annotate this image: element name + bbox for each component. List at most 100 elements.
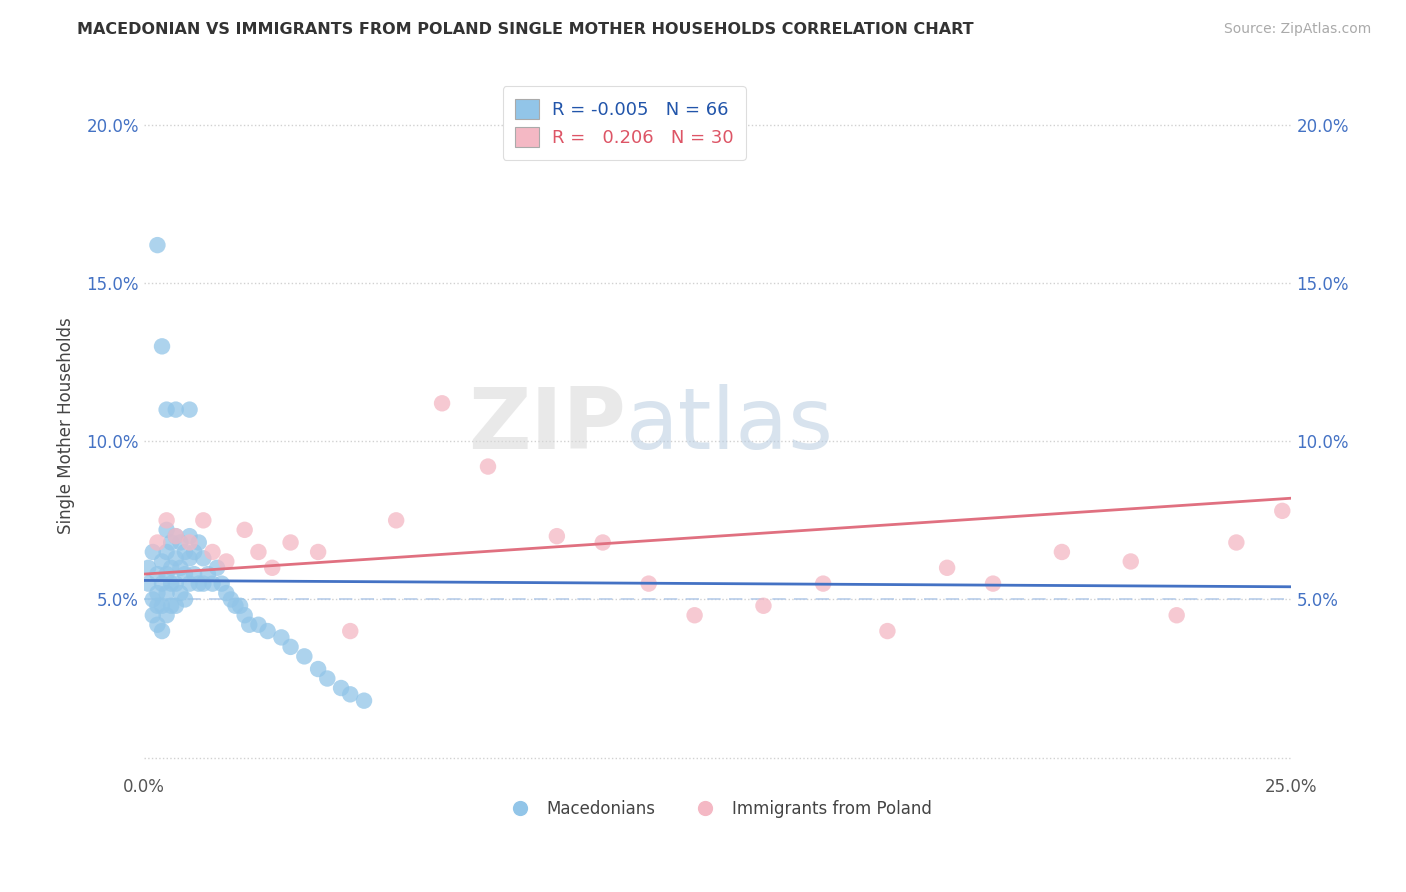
Point <box>160 576 183 591</box>
Point <box>150 624 173 638</box>
Point <box>146 238 169 252</box>
Point <box>165 551 187 566</box>
Point <box>197 567 219 582</box>
Point <box>637 576 659 591</box>
Point <box>193 576 215 591</box>
Point <box>155 567 177 582</box>
Point <box>683 608 706 623</box>
Point <box>981 576 1004 591</box>
Point <box>174 592 197 607</box>
Point <box>307 545 329 559</box>
Point <box>262 561 284 575</box>
Point <box>160 599 183 613</box>
Point <box>155 608 177 623</box>
Point <box>160 561 183 575</box>
Point <box>1050 545 1073 559</box>
Point <box>592 535 614 549</box>
Point <box>215 586 238 600</box>
Point <box>292 649 315 664</box>
Point <box>187 535 209 549</box>
Point <box>247 545 270 559</box>
Point <box>165 529 187 543</box>
Point <box>165 576 187 591</box>
Point <box>1119 554 1142 568</box>
Point <box>247 617 270 632</box>
Point <box>256 624 278 638</box>
Point <box>179 402 201 417</box>
Point <box>146 586 169 600</box>
Y-axis label: Single Mother Households: Single Mother Households <box>58 317 75 533</box>
Point <box>165 599 187 613</box>
Legend: Macedonians, Immigrants from Poland: Macedonians, Immigrants from Poland <box>496 793 939 824</box>
Point <box>179 576 201 591</box>
Point <box>136 576 159 591</box>
Point <box>233 523 256 537</box>
Point <box>219 592 242 607</box>
Point <box>339 624 361 638</box>
Text: ZIP: ZIP <box>468 384 626 467</box>
Point <box>211 576 233 591</box>
Text: MACEDONIAN VS IMMIGRANTS FROM POLAND SINGLE MOTHER HOUSEHOLDS CORRELATION CHART: MACEDONIAN VS IMMIGRANTS FROM POLAND SIN… <box>77 22 974 37</box>
Point <box>146 535 169 549</box>
Point <box>1166 608 1188 623</box>
Point <box>150 554 173 568</box>
Point <box>876 624 898 638</box>
Point <box>165 529 187 543</box>
Point <box>811 576 834 591</box>
Point <box>179 551 201 566</box>
Point <box>169 535 191 549</box>
Point <box>142 592 165 607</box>
Point <box>155 523 177 537</box>
Point <box>150 576 173 591</box>
Point <box>146 599 169 613</box>
Point <box>193 513 215 527</box>
Point <box>155 402 177 417</box>
Point <box>385 513 408 527</box>
Point <box>142 608 165 623</box>
Point <box>270 631 292 645</box>
Point <box>160 535 183 549</box>
Point <box>229 599 252 613</box>
Point <box>155 586 177 600</box>
Point <box>187 576 209 591</box>
Point <box>205 561 228 575</box>
Point <box>1271 504 1294 518</box>
Point <box>174 545 197 559</box>
Point <box>155 513 177 527</box>
Point <box>169 586 191 600</box>
Point <box>142 545 165 559</box>
Point <box>936 561 959 575</box>
Point <box>307 662 329 676</box>
Point <box>183 545 205 559</box>
Point <box>179 535 201 549</box>
Point <box>201 576 224 591</box>
Point <box>165 402 187 417</box>
Point <box>233 608 256 623</box>
Point <box>215 554 238 568</box>
Text: atlas: atlas <box>626 384 834 467</box>
Point <box>280 535 302 549</box>
Point <box>546 529 568 543</box>
Point <box>430 396 453 410</box>
Point <box>136 561 159 575</box>
Point <box>238 617 260 632</box>
Point <box>174 567 197 582</box>
Point <box>201 545 224 559</box>
Point <box>1225 535 1247 549</box>
Point <box>155 545 177 559</box>
Point <box>339 687 361 701</box>
Point <box>146 617 169 632</box>
Point <box>353 694 375 708</box>
Point <box>316 672 339 686</box>
Point <box>330 681 353 695</box>
Point <box>183 567 205 582</box>
Point <box>193 551 215 566</box>
Point <box>224 599 246 613</box>
Point <box>150 599 173 613</box>
Point <box>477 459 499 474</box>
Point <box>752 599 775 613</box>
Text: Source: ZipAtlas.com: Source: ZipAtlas.com <box>1223 22 1371 37</box>
Point <box>280 640 302 654</box>
Point <box>146 567 169 582</box>
Point <box>179 529 201 543</box>
